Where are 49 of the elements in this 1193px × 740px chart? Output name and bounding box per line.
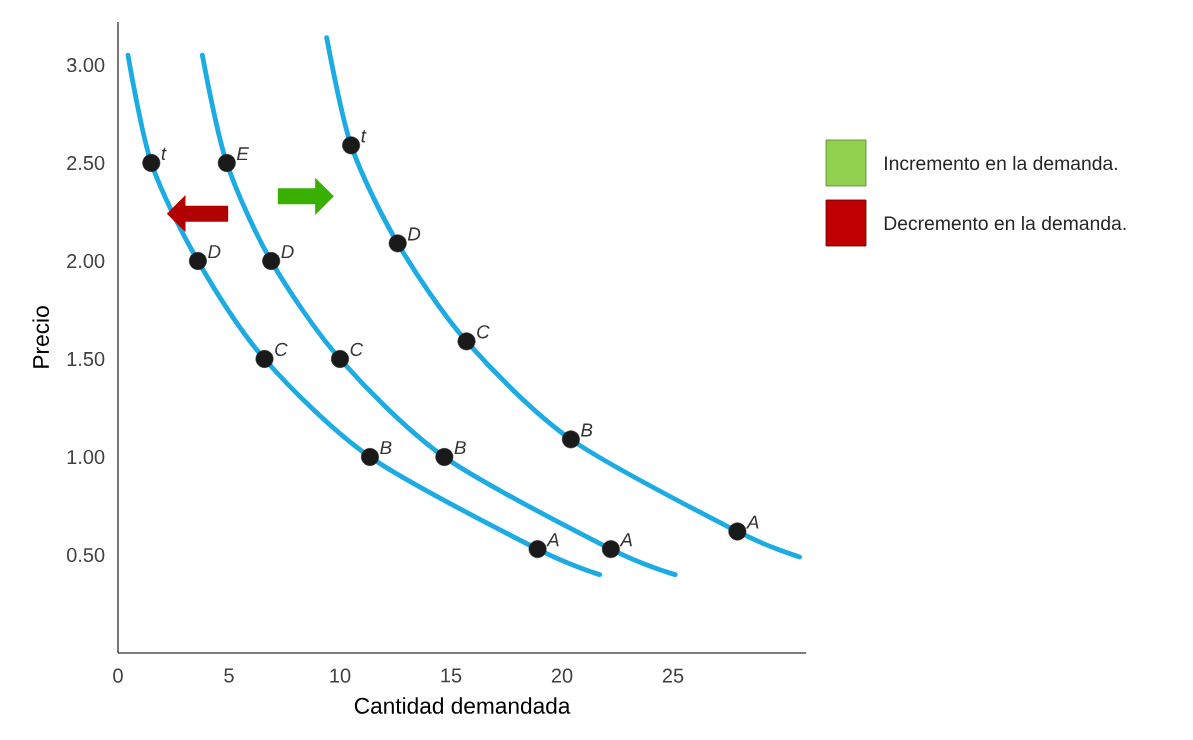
x-tick-label: 15 xyxy=(441,668,462,683)
annotation: B xyxy=(581,423,593,437)
point xyxy=(601,540,620,559)
annotation: t xyxy=(361,130,367,143)
annotation: C xyxy=(477,325,490,339)
line-series xyxy=(199,52,678,577)
y-tick-label: 1.50 xyxy=(67,351,105,367)
point xyxy=(342,136,361,155)
point xyxy=(188,252,207,270)
annotation: E xyxy=(236,147,250,161)
annotation: D xyxy=(407,227,421,241)
annotation: B xyxy=(454,441,466,455)
line-series xyxy=(324,35,802,560)
annotation: A xyxy=(546,533,559,547)
text: Incremento en la demanda. xyxy=(885,155,1117,171)
annotation: B xyxy=(380,441,392,455)
x-tick-label: 20 xyxy=(551,668,573,683)
annotation: C xyxy=(275,342,288,357)
x-tick-label: 5 xyxy=(224,668,234,683)
y-tick-label: 2.50 xyxy=(67,155,105,171)
x-tick-label: 25 xyxy=(662,668,684,683)
annotation: C xyxy=(350,342,364,357)
annotation: t xyxy=(161,147,167,161)
x-tick-label: 10 xyxy=(330,668,351,683)
annotation: A xyxy=(619,533,632,547)
point xyxy=(262,252,281,270)
y-tick-label: 0.50 xyxy=(66,547,105,563)
point xyxy=(331,350,349,368)
point xyxy=(388,234,407,253)
annotation: D xyxy=(208,245,221,259)
annotation: A xyxy=(746,515,759,529)
point xyxy=(361,448,379,466)
y-tick-label: 2.00 xyxy=(67,253,105,269)
point xyxy=(457,332,476,351)
line-series xyxy=(125,52,603,577)
y-tick-label: 1.00 xyxy=(67,449,105,465)
x-axis-title: Cantidad demandada xyxy=(354,697,571,714)
point xyxy=(728,522,747,541)
annotation: D xyxy=(281,245,294,259)
point xyxy=(255,350,274,368)
point xyxy=(528,540,547,559)
y-tick-label: 3.00 xyxy=(66,57,105,73)
point xyxy=(561,430,580,449)
point xyxy=(217,154,236,172)
point xyxy=(142,154,161,172)
point xyxy=(435,448,454,466)
y-axis-title: Precio xyxy=(32,306,50,368)
text: Decremento en la demanda. xyxy=(884,215,1126,231)
x-tick-label: 0 xyxy=(113,668,123,683)
